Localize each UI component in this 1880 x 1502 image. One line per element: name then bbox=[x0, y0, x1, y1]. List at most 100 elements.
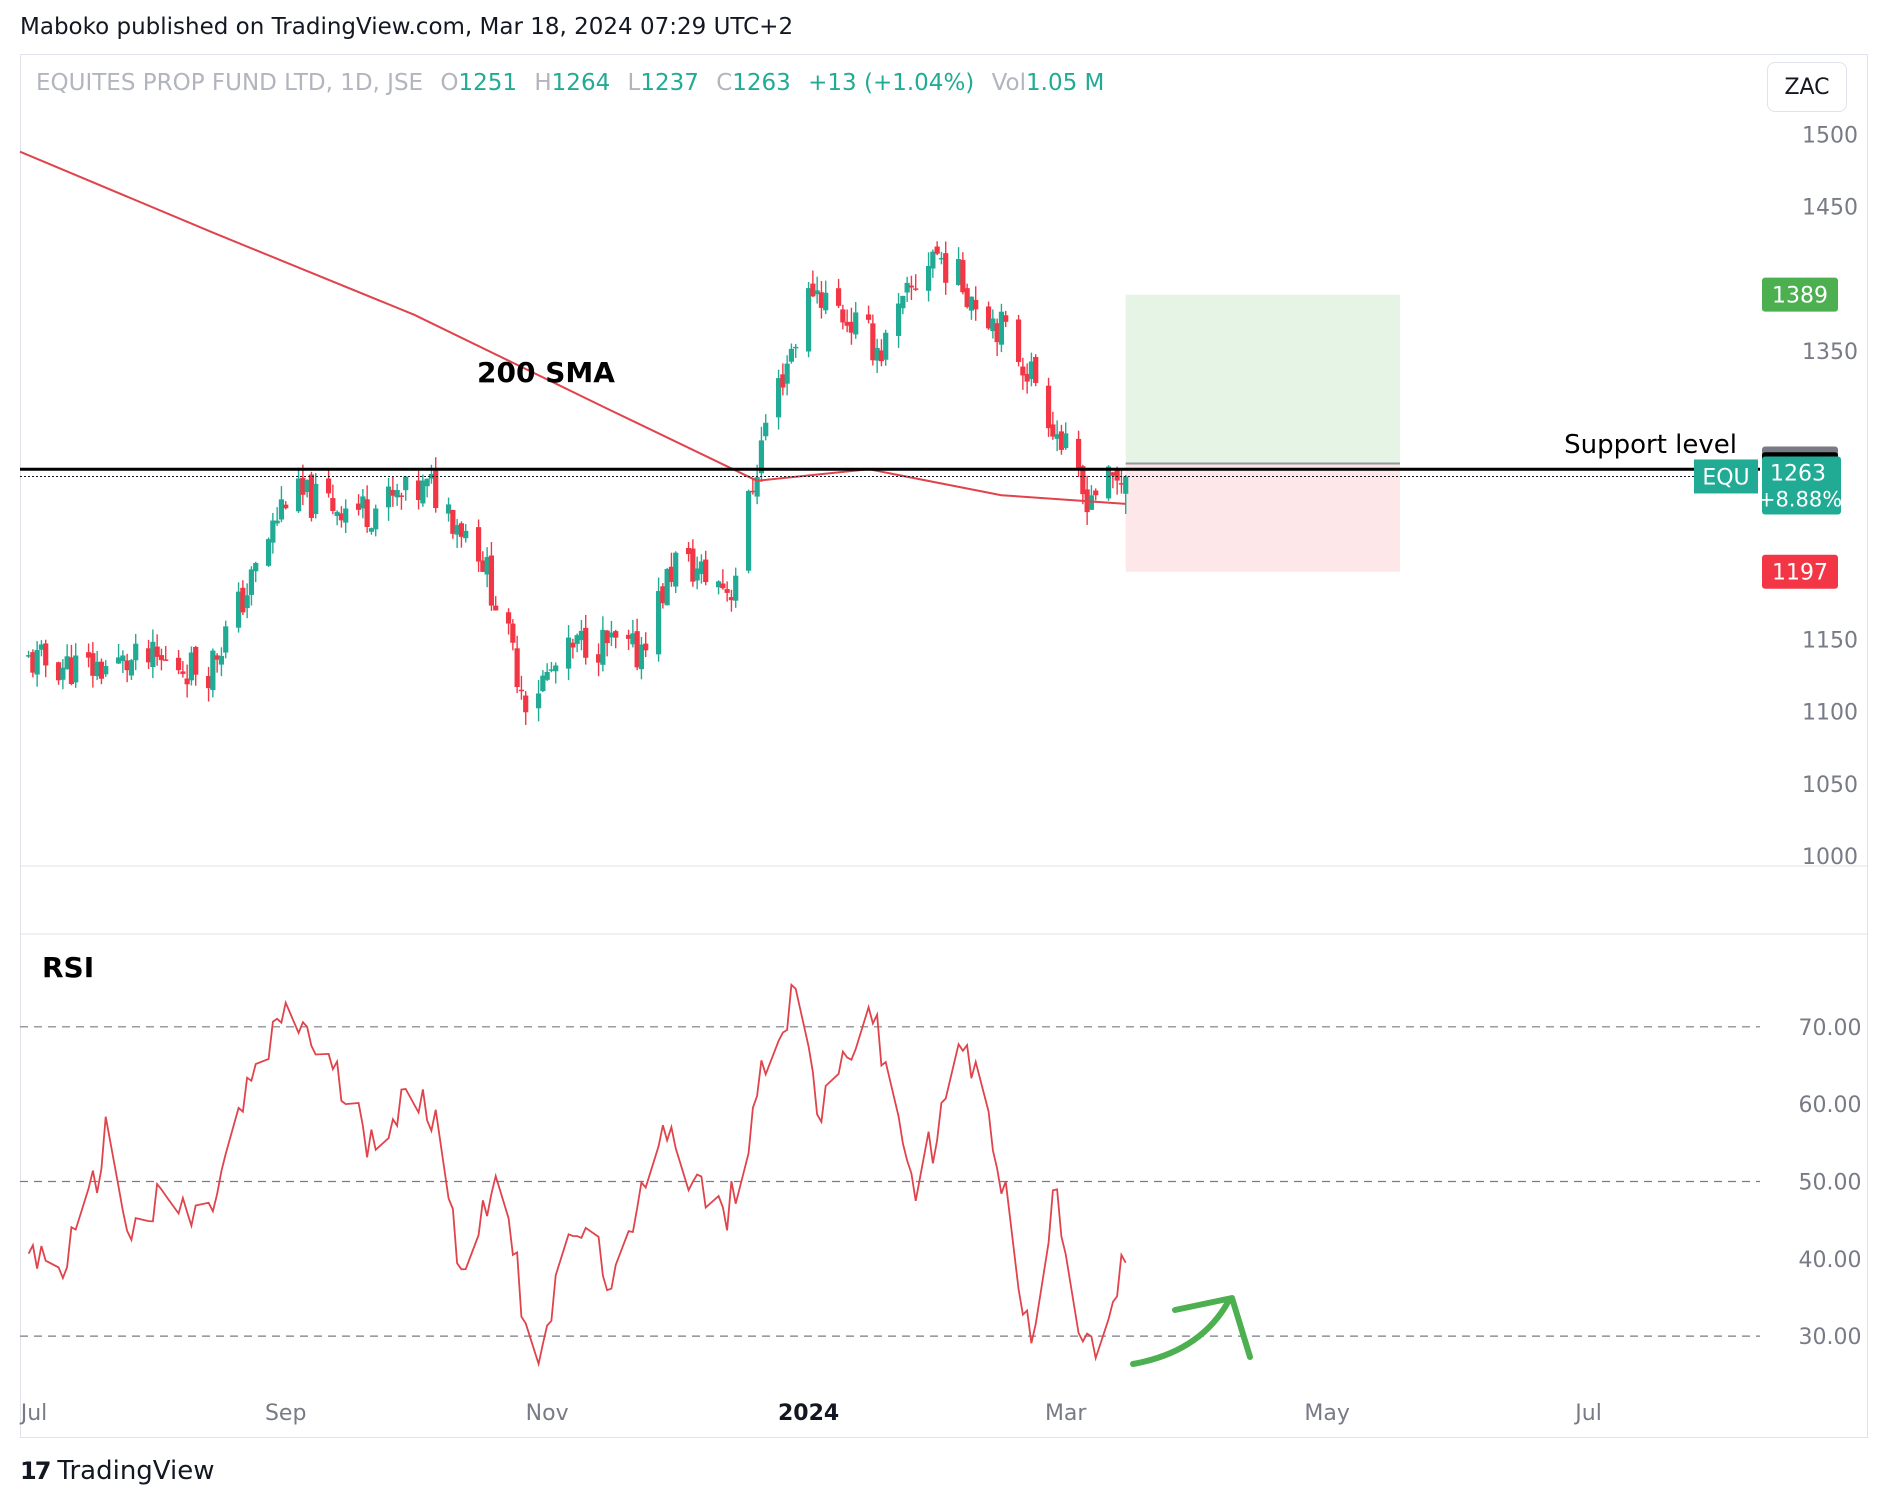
candle-body bbox=[934, 246, 940, 254]
stop-zone bbox=[1125, 463, 1400, 572]
candle-body bbox=[390, 489, 396, 496]
price-label-1389: 1389 bbox=[1772, 284, 1828, 309]
candle-body bbox=[283, 504, 289, 509]
candle-body bbox=[300, 477, 306, 495]
candle-body bbox=[244, 595, 250, 609]
candle-body bbox=[368, 528, 375, 532]
candle-body bbox=[1015, 319, 1022, 362]
tradingview-logo[interactable]: 17 TradingView bbox=[20, 1456, 215, 1486]
candle-body bbox=[775, 378, 782, 418]
candle-body bbox=[908, 285, 915, 288]
candle-body bbox=[454, 525, 460, 535]
legend-low: L1237 bbox=[627, 70, 699, 96]
candle-body bbox=[510, 623, 516, 643]
candle-body bbox=[660, 586, 666, 604]
candle-body bbox=[1105, 466, 1112, 499]
rsi-line bbox=[27, 982, 1127, 1368]
price-tick-label: 1050 bbox=[1802, 773, 1858, 798]
candle-body bbox=[685, 547, 692, 555]
price-tick-label: 1150 bbox=[1802, 629, 1858, 654]
sma-label: 200 SMA bbox=[477, 356, 615, 389]
candle-body bbox=[373, 508, 379, 530]
candle-body bbox=[115, 657, 122, 664]
candle-body bbox=[424, 478, 430, 487]
candle-body bbox=[960, 260, 966, 293]
candle-body bbox=[274, 520, 280, 524]
chart-frame bbox=[20, 54, 1868, 1438]
symbol-legend: EQUITES PROP FUND LTD, 1D, JSE O1251 H12… bbox=[36, 70, 1114, 96]
candle-body bbox=[1088, 495, 1095, 510]
candle-body bbox=[745, 490, 752, 571]
candle-body bbox=[728, 597, 735, 601]
candle-body bbox=[1093, 490, 1099, 496]
rsi-tick-label: 40.00 bbox=[1799, 1248, 1862, 1273]
legend-open: O1251 bbox=[440, 70, 518, 96]
time-tick-label: 2024 bbox=[778, 1401, 839, 1426]
tradingview-brand: TradingView bbox=[57, 1456, 215, 1486]
candle-body bbox=[895, 303, 902, 336]
candle-body bbox=[634, 631, 640, 668]
candle-body bbox=[458, 523, 465, 537]
candle-body bbox=[265, 539, 272, 566]
candle-body bbox=[163, 659, 169, 661]
currency-button[interactable]: ZAC bbox=[1767, 62, 1847, 112]
target-zone bbox=[1125, 294, 1400, 464]
candle-body bbox=[158, 655, 165, 661]
price-label-1197: 1197 bbox=[1772, 561, 1828, 586]
candle-body bbox=[450, 510, 456, 534]
price-tick-label: 1100 bbox=[1802, 701, 1858, 726]
candle-body bbox=[68, 657, 75, 685]
candle-body bbox=[518, 689, 525, 692]
candle-body bbox=[694, 568, 700, 581]
candle-body bbox=[810, 283, 816, 297]
candle-body bbox=[1058, 431, 1065, 450]
candle-body bbox=[544, 671, 550, 680]
candle-body bbox=[1024, 373, 1030, 382]
candle-body bbox=[613, 631, 619, 638]
price-label-box bbox=[1762, 554, 1838, 589]
ticker-label-box bbox=[1694, 459, 1758, 494]
candle-body bbox=[1020, 366, 1026, 376]
candle-body bbox=[25, 655, 32, 657]
candle-body bbox=[240, 587, 246, 613]
candle-body bbox=[1075, 438, 1082, 469]
candle-body bbox=[1110, 472, 1116, 476]
candle-body bbox=[643, 643, 649, 651]
candle-body bbox=[493, 605, 499, 611]
candle-body bbox=[60, 667, 66, 680]
candle-body bbox=[34, 649, 40, 675]
candle-body bbox=[780, 374, 786, 388]
candle-body bbox=[43, 643, 49, 666]
candle-body bbox=[73, 655, 79, 683]
candle-body bbox=[985, 306, 992, 329]
time-tick-label: May bbox=[1304, 1401, 1349, 1426]
candle-body bbox=[930, 251, 936, 269]
candle-body bbox=[805, 288, 812, 352]
candle-body bbox=[818, 292, 825, 308]
candle-body bbox=[763, 422, 769, 437]
candle-body bbox=[1033, 356, 1039, 383]
legend-change: +13 (+1.04%) bbox=[808, 70, 975, 96]
rsi-tick-label: 50.00 bbox=[1799, 1170, 1862, 1195]
candle-body bbox=[1050, 424, 1056, 437]
candle-body bbox=[878, 350, 885, 362]
candle-body bbox=[968, 296, 975, 311]
candle-body bbox=[1123, 476, 1129, 494]
candle-body bbox=[1045, 385, 1052, 429]
last-price-value: 1263 bbox=[1770, 461, 1826, 486]
rsi-tick-label: 30.00 bbox=[1799, 1325, 1862, 1350]
candle-body bbox=[793, 346, 799, 349]
candle-body bbox=[600, 629, 606, 665]
candle-body bbox=[1114, 470, 1120, 481]
candle-body bbox=[385, 486, 392, 508]
price-label-box bbox=[1762, 277, 1838, 312]
price-tick-label: 1500 bbox=[1802, 123, 1858, 148]
candle-body bbox=[480, 560, 486, 572]
candle-body bbox=[445, 504, 452, 514]
candle-body bbox=[124, 660, 130, 671]
candle-body bbox=[210, 650, 216, 691]
candle-body bbox=[505, 612, 512, 624]
legend-volume: Vol1.05 M bbox=[991, 70, 1105, 96]
candle-body bbox=[535, 693, 542, 709]
